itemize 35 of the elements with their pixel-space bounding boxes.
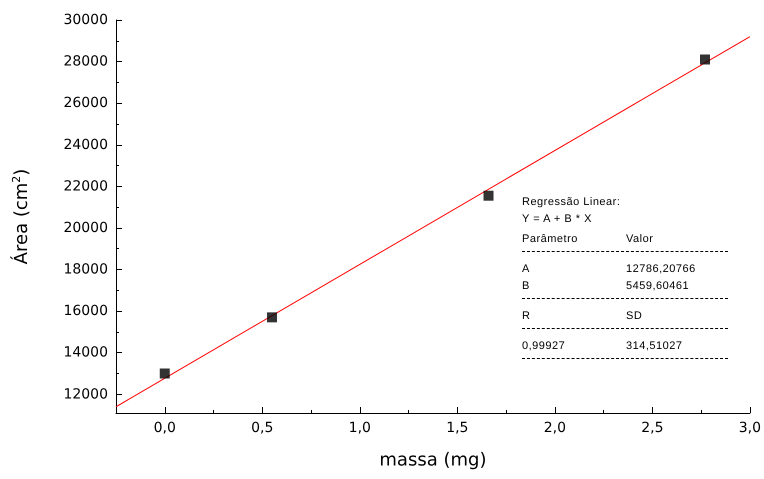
y-tick-label: 26000 — [63, 95, 108, 112]
annotation: Valor — [626, 232, 654, 244]
y-axis-title: Área (cm2) — [10, 168, 32, 264]
y-tick-label: 20000 — [63, 220, 108, 236]
annotation: SD — [626, 310, 642, 322]
y-tick-label: 14000 — [63, 344, 108, 361]
x-tick-label: 2,0 — [544, 420, 566, 436]
point — [160, 368, 170, 378]
point — [700, 54, 710, 65]
y-tick-label: 22000 — [63, 178, 108, 194]
y-tick-label: 12000 — [63, 386, 108, 402]
annotation: 314,51027 — [626, 340, 682, 352]
annotation: Regressão Linear: — [522, 196, 622, 210]
annotation: 0,99927 — [522, 340, 566, 352]
y-tick-label: 16000 — [63, 303, 108, 320]
y-tick-label: 18000 — [63, 262, 108, 278]
x-tick-label: 1,5 — [446, 420, 468, 436]
x-axis-title: massa (mg) — [379, 450, 486, 470]
point — [484, 190, 494, 201]
x-tick-label: 0,0 — [154, 420, 176, 436]
x-tick-label: 2,5 — [641, 420, 664, 436]
x-tick-label: 1,0 — [348, 420, 371, 436]
y-tick-label: 24000 — [63, 136, 108, 153]
annotation: Y = A + B * X — [522, 213, 593, 227]
x-tick-label: 0,5 — [251, 420, 274, 436]
annotation: 12786,20766 — [626, 262, 696, 274]
point — [267, 312, 278, 322]
x-tick-label: 3,0 — [738, 420, 761, 436]
annotation: B — [522, 280, 531, 292]
y-tick-label: 28000 — [63, 54, 108, 70]
annotation: 5459,60461 — [626, 280, 690, 292]
annotation: A — [522, 262, 531, 274]
annotation: R — [522, 310, 532, 322]
y-tick-label: 30000 — [63, 12, 108, 28]
annotation: Parâmetro — [522, 232, 579, 244]
